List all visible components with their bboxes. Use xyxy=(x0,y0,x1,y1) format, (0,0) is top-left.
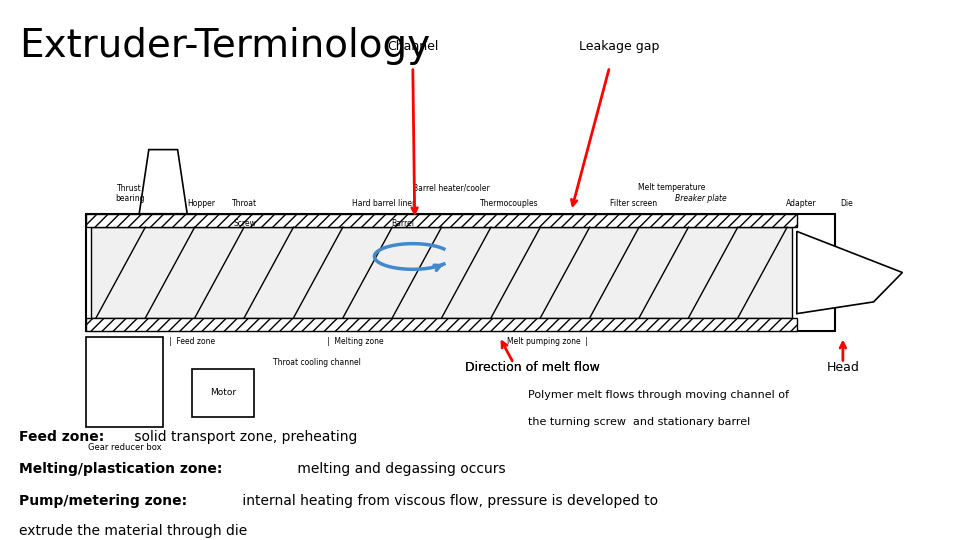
Text: Melt pumping zone  |: Melt pumping zone | xyxy=(507,336,588,346)
Text: Direction of melt flow: Direction of melt flow xyxy=(466,361,600,374)
Polygon shape xyxy=(139,150,187,214)
Text: Adapter: Adapter xyxy=(786,199,817,208)
FancyBboxPatch shape xyxy=(86,214,797,227)
Text: internal heating from viscous flow, pressure is developed to: internal heating from viscous flow, pres… xyxy=(238,494,659,508)
Text: Breaker plate: Breaker plate xyxy=(675,194,727,203)
Text: the turning screw  and stationary barrel: the turning screw and stationary barrel xyxy=(528,417,751,427)
Text: Thermocouples: Thermocouples xyxy=(479,199,539,208)
Text: Thrust
bearing: Thrust bearing xyxy=(115,184,144,203)
Text: Throat: Throat xyxy=(232,199,257,208)
Text: solid transport zone, preheating: solid transport zone, preheating xyxy=(130,430,357,444)
Text: |  Feed zone: | Feed zone xyxy=(169,336,215,346)
Text: Polymer melt flows through moving channel of: Polymer melt flows through moving channe… xyxy=(528,390,789,400)
Text: Head: Head xyxy=(827,361,859,374)
Text: |  Melting zone: | Melting zone xyxy=(327,336,383,346)
Text: melting and degassing occurs: melting and degassing occurs xyxy=(293,462,505,476)
Text: Screw: Screw xyxy=(233,219,256,228)
Text: Hard barrel liner: Hard barrel liner xyxy=(352,199,416,208)
Text: Melting/plastication zone:: Melting/plastication zone: xyxy=(19,462,223,476)
Polygon shape xyxy=(797,231,902,314)
Text: Throat cooling channel: Throat cooling channel xyxy=(273,358,361,367)
Text: Leakage gap: Leakage gap xyxy=(579,40,660,53)
Text: Barrel heater/cooler: Barrel heater/cooler xyxy=(413,184,490,192)
FancyBboxPatch shape xyxy=(91,227,792,318)
FancyBboxPatch shape xyxy=(86,214,835,331)
Text: Motor: Motor xyxy=(210,388,236,397)
Text: Gear reducer box: Gear reducer box xyxy=(88,443,161,453)
Text: Barrel: Barrel xyxy=(392,219,415,228)
Text: Extruder-Terminology: Extruder-Terminology xyxy=(19,26,430,65)
Text: Filter screen: Filter screen xyxy=(610,199,658,208)
Text: extrude the material through die: extrude the material through die xyxy=(19,524,248,538)
FancyBboxPatch shape xyxy=(192,369,254,417)
Text: Direction of melt flow: Direction of melt flow xyxy=(466,361,600,374)
FancyBboxPatch shape xyxy=(86,318,797,331)
Text: Melt temperature: Melt temperature xyxy=(638,184,706,192)
Text: Hopper: Hopper xyxy=(187,199,216,208)
Text: Pump/metering zone:: Pump/metering zone: xyxy=(19,494,187,508)
FancyBboxPatch shape xyxy=(86,336,163,428)
Text: Die: Die xyxy=(840,199,852,208)
Text: Channel: Channel xyxy=(387,40,439,53)
Text: Feed zone:: Feed zone: xyxy=(19,430,105,444)
